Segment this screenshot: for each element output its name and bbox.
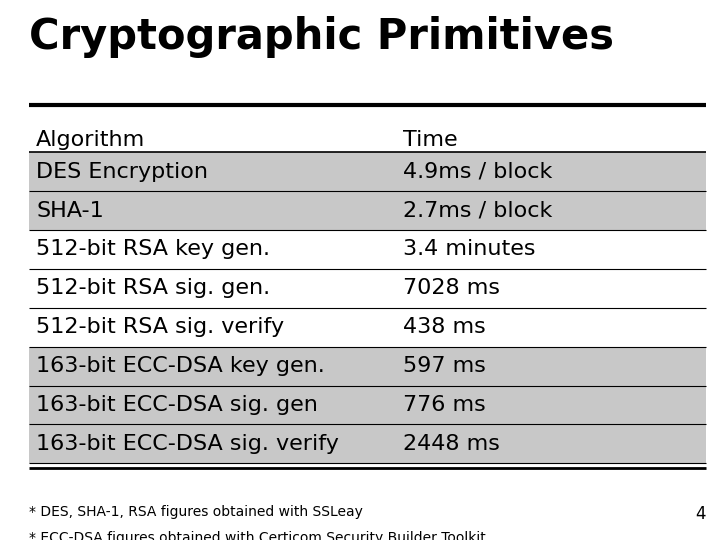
Text: 512-bit RSA sig. gen.: 512-bit RSA sig. gen. (36, 278, 270, 299)
Text: 7028 ms: 7028 ms (403, 278, 500, 299)
Text: 3.4 minutes: 3.4 minutes (403, 239, 536, 260)
Bar (29, 424, 706, 463)
Text: 2.7ms / block: 2.7ms / block (403, 200, 552, 221)
Text: 4.9ms / block: 4.9ms / block (403, 161, 552, 182)
Text: 4: 4 (695, 505, 706, 523)
Text: 512-bit RSA sig. verify: 512-bit RSA sig. verify (36, 317, 284, 338)
Text: 597 ms: 597 ms (403, 356, 486, 376)
Bar (29, 386, 706, 424)
Text: 2448 ms: 2448 ms (403, 434, 500, 454)
Bar (29, 347, 706, 386)
Text: Time: Time (403, 130, 458, 150)
Text: Algorithm: Algorithm (36, 130, 145, 150)
Bar (29, 152, 706, 191)
Text: 438 ms: 438 ms (403, 317, 486, 338)
Text: * DES, SHA-1, RSA figures obtained with SSLeay: * DES, SHA-1, RSA figures obtained with … (29, 505, 363, 519)
Text: 163-bit ECC-DSA sig. verify: 163-bit ECC-DSA sig. verify (36, 434, 339, 454)
Bar (29, 191, 706, 230)
Text: SHA-1: SHA-1 (36, 200, 104, 221)
Text: 163-bit ECC-DSA key gen.: 163-bit ECC-DSA key gen. (36, 356, 325, 376)
Text: Cryptographic Primitives: Cryptographic Primitives (29, 16, 613, 58)
Text: DES Encryption: DES Encryption (36, 161, 208, 182)
Text: 512-bit RSA key gen.: 512-bit RSA key gen. (36, 239, 270, 260)
Text: 776 ms: 776 ms (403, 395, 486, 415)
Text: * ECC-DSA figures obtained with Certicom Security Builder Toolkit: * ECC-DSA figures obtained with Certicom… (29, 531, 485, 540)
Text: 163-bit ECC-DSA sig. gen: 163-bit ECC-DSA sig. gen (36, 395, 318, 415)
